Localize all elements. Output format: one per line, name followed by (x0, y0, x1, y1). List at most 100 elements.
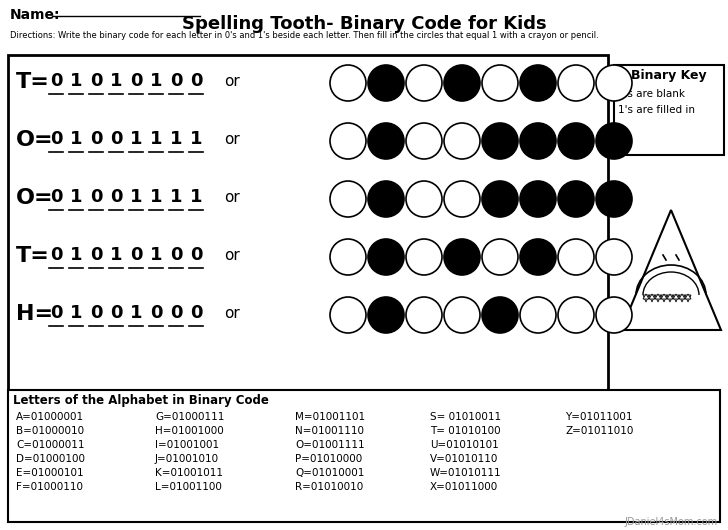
Circle shape (558, 65, 594, 101)
Bar (8, 55, 608, 390)
Text: A=01000001: A=01000001 (16, 412, 84, 422)
Text: 1: 1 (190, 130, 202, 148)
Text: 0: 0 (190, 246, 202, 264)
Text: 1: 1 (150, 130, 162, 148)
Text: J=01001010: J=01001010 (155, 454, 219, 464)
Polygon shape (673, 294, 679, 299)
Text: 0: 0 (90, 304, 102, 322)
Text: C=01000011: C=01000011 (16, 440, 84, 450)
Text: 1: 1 (150, 72, 162, 90)
Text: 1: 1 (150, 246, 162, 264)
Polygon shape (655, 295, 661, 302)
Bar (614, 65, 724, 155)
Circle shape (596, 65, 632, 101)
Text: 0: 0 (190, 72, 202, 90)
Text: B=01000010: B=01000010 (16, 426, 84, 436)
Circle shape (368, 123, 404, 159)
Text: 1's are filled in: 1's are filled in (618, 105, 695, 115)
Polygon shape (643, 294, 649, 299)
Text: 1: 1 (170, 188, 182, 206)
Polygon shape (667, 294, 673, 299)
Circle shape (520, 65, 556, 101)
Text: V=01010110: V=01010110 (430, 454, 499, 464)
Circle shape (406, 65, 442, 101)
Text: N=01001110: N=01001110 (295, 426, 364, 436)
Polygon shape (655, 294, 661, 299)
Circle shape (444, 123, 480, 159)
Text: 0: 0 (50, 130, 63, 148)
Circle shape (482, 123, 518, 159)
Text: 1: 1 (70, 188, 82, 206)
Circle shape (330, 239, 366, 275)
Text: E=01000101: E=01000101 (16, 468, 84, 478)
Polygon shape (685, 295, 691, 302)
Circle shape (444, 239, 480, 275)
Text: M=01001101: M=01001101 (295, 412, 365, 422)
Circle shape (520, 123, 556, 159)
Text: P=01010000: P=01010000 (295, 454, 363, 464)
Text: 0: 0 (190, 304, 202, 322)
Circle shape (520, 181, 556, 217)
Text: Binary Key: Binary Key (631, 69, 707, 82)
Circle shape (558, 297, 594, 333)
Text: R=01010010: R=01010010 (295, 482, 363, 492)
Text: O=01001111: O=01001111 (295, 440, 365, 450)
Text: G=01000111: G=01000111 (155, 412, 224, 422)
Text: 0: 0 (50, 304, 63, 322)
Polygon shape (661, 295, 667, 302)
Polygon shape (621, 210, 721, 330)
Text: 1: 1 (190, 188, 202, 206)
Text: or: or (224, 132, 240, 147)
Text: or: or (224, 190, 240, 206)
Circle shape (520, 297, 556, 333)
Text: 1: 1 (130, 304, 142, 322)
Text: Y=01011001: Y=01011001 (565, 412, 633, 422)
Text: 0: 0 (50, 72, 63, 90)
Text: 1: 1 (130, 188, 142, 206)
Text: 0: 0 (170, 304, 182, 322)
Circle shape (406, 123, 442, 159)
Text: 1: 1 (70, 304, 82, 322)
Bar (8, 390, 720, 522)
Circle shape (596, 181, 632, 217)
Circle shape (444, 297, 480, 333)
Circle shape (482, 181, 518, 217)
Text: 1: 1 (110, 246, 122, 264)
Text: T=: T= (16, 246, 50, 266)
Text: 0: 0 (50, 188, 63, 206)
Polygon shape (685, 294, 691, 299)
Circle shape (520, 239, 556, 275)
Text: 0: 0 (110, 304, 122, 322)
Text: 0: 0 (90, 130, 102, 148)
Text: 0: 0 (130, 72, 142, 90)
Text: Spelling Tooth- Binary Code for Kids: Spelling Tooth- Binary Code for Kids (182, 15, 546, 33)
Circle shape (596, 297, 632, 333)
Text: 1: 1 (150, 188, 162, 206)
Circle shape (596, 239, 632, 275)
Polygon shape (643, 295, 649, 302)
Text: Directions: Write the binary code for each letter in 0's and 1's beside each let: Directions: Write the binary code for ea… (10, 31, 598, 40)
Text: 1: 1 (70, 246, 82, 264)
Circle shape (444, 181, 480, 217)
Circle shape (558, 181, 594, 217)
Circle shape (330, 65, 366, 101)
Text: 0: 0 (170, 72, 182, 90)
Text: 1: 1 (170, 130, 182, 148)
Text: X=01011000: X=01011000 (430, 482, 498, 492)
Circle shape (330, 123, 366, 159)
Circle shape (406, 297, 442, 333)
Text: or: or (224, 75, 240, 90)
Polygon shape (661, 294, 667, 299)
Circle shape (406, 181, 442, 217)
Text: 0: 0 (110, 188, 122, 206)
Text: U=01010101: U=01010101 (430, 440, 499, 450)
Text: Z=01011010: Z=01011010 (565, 426, 633, 436)
Text: 0: 0 (130, 246, 142, 264)
Circle shape (368, 65, 404, 101)
Text: 0: 0 (90, 188, 102, 206)
Text: Q=01010001: Q=01010001 (295, 468, 365, 478)
Text: 0: 0 (90, 72, 102, 90)
Text: H=01001000: H=01001000 (155, 426, 223, 436)
Text: H=: H= (16, 304, 53, 324)
Text: 1: 1 (110, 72, 122, 90)
